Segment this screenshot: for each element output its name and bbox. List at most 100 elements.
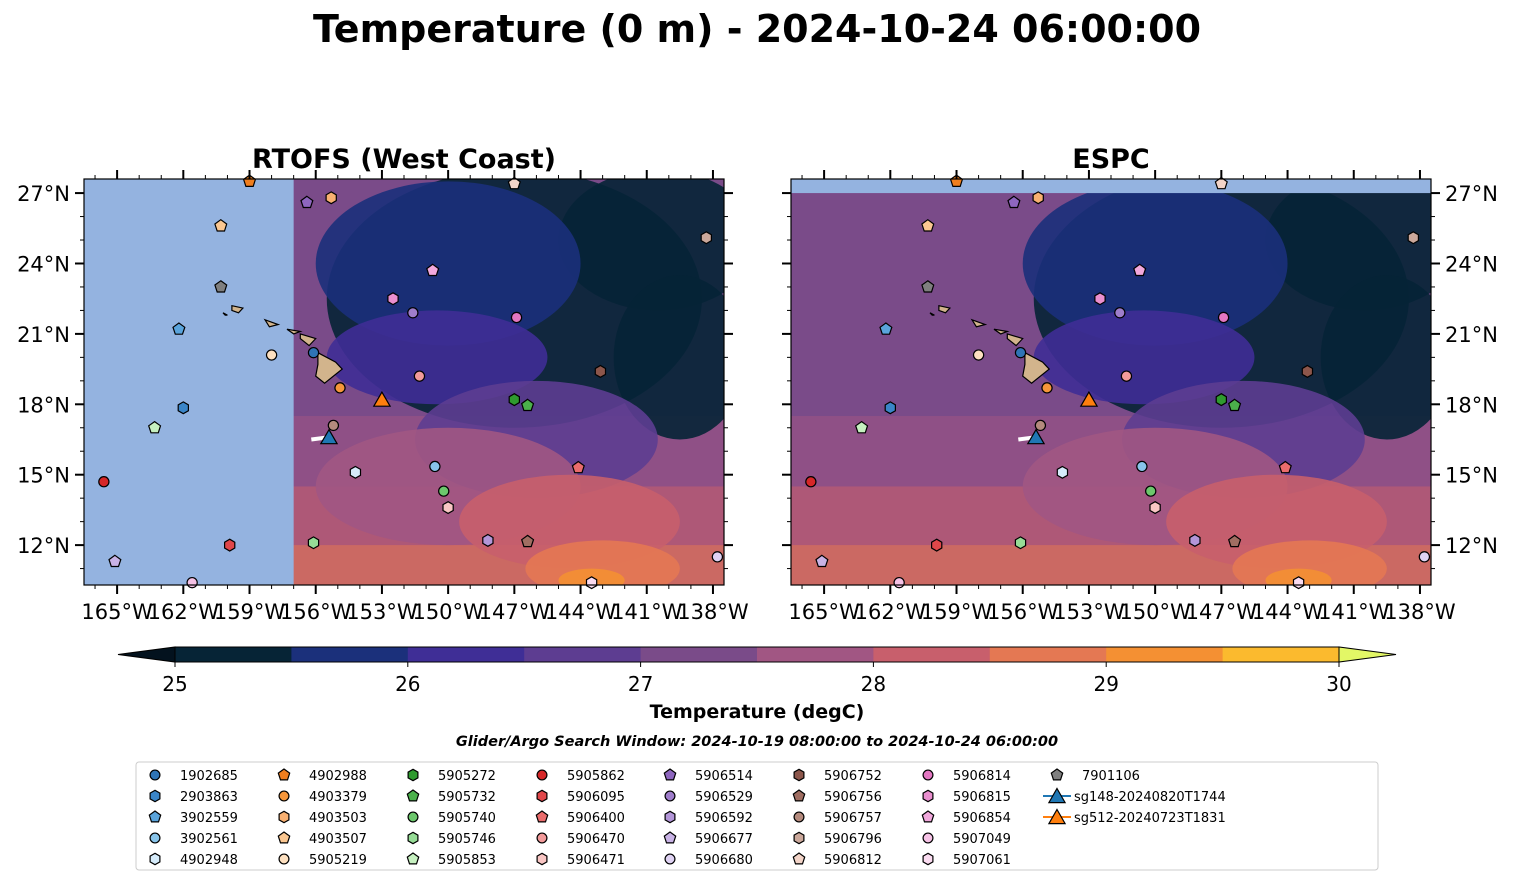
observation-5905732 [1227, 398, 1242, 412]
legend-marker-4903503 [278, 810, 290, 824]
observation-5906854 [1133, 263, 1147, 277]
lon-tick-label: 138°W [1384, 600, 1456, 624]
colorbar-tick-label: 28 [861, 672, 886, 696]
island [993, 328, 1010, 335]
panel-title-rtofs: RTOFS (West Coast) [252, 144, 556, 175]
observation-4903503 [1032, 191, 1044, 205]
legend-marker-5906812 [792, 852, 806, 865]
legend-label: 5906400 [567, 811, 625, 826]
observation-3902561 [429, 460, 441, 473]
legend-label: 5906814 [953, 769, 1011, 784]
island [970, 318, 988, 328]
lat-tick-label: 24°N [1445, 252, 1498, 276]
legend-marker-sg512-20240723T1831 [1047, 808, 1067, 825]
legend-label: 4902948 [180, 853, 238, 868]
legend-marker-5905746 [407, 831, 419, 845]
legend-label: 5905219 [309, 853, 367, 868]
observation-5905862 [98, 476, 110, 488]
observation-5906529 [407, 307, 419, 319]
lat-tick-label: 18°N [1445, 393, 1498, 417]
observation-4903507 [214, 218, 228, 232]
legend-marker-5906752 [793, 768, 805, 782]
lon-tick-label: 147°W [1186, 600, 1258, 624]
observation-5906752 [1301, 364, 1314, 378]
legend-label: 4902988 [309, 769, 367, 784]
lon-tick-label: 162°W [148, 600, 220, 624]
observation-5906095 [930, 538, 943, 552]
lat-tick-label: 18°N [17, 393, 70, 417]
observation-5906677 [108, 554, 122, 568]
colorbar-tick-label: 26 [395, 672, 420, 696]
colorbar-segment [291, 647, 409, 662]
observation-4903507 [921, 218, 935, 232]
observation-3902559 [172, 322, 186, 335]
legend-label: 5906471 [567, 853, 625, 868]
legend-marker-1902685 [149, 769, 161, 781]
legend-label: 5906815 [953, 790, 1011, 805]
observation-5906529 [1114, 307, 1126, 319]
colorbar-segment [175, 647, 292, 662]
observation-5906400 [1278, 460, 1292, 474]
legend-label: 5905746 [438, 832, 496, 847]
legend-label: 5905732 [438, 790, 496, 805]
island [299, 333, 317, 347]
observation-5906592 [482, 533, 494, 547]
observation-5905853 [854, 420, 869, 434]
observation-5906470 [1120, 370, 1133, 382]
legend-label: 4903507 [309, 832, 367, 847]
observation-markers [98, 174, 724, 590]
observation-markers [805, 174, 1431, 590]
lon-tick-label: 144°W [1252, 600, 1324, 624]
lat-tick-label: 27°N [17, 182, 70, 206]
field-contour-patch [1033, 310, 1255, 405]
lon-tick-label: 165°W [788, 600, 860, 624]
legend-label: 5905740 [438, 811, 496, 826]
lon-tick-label: 150°W [1119, 600, 1191, 624]
legend-marker-5905862 [536, 769, 548, 781]
map-panel-espc: 165°W162°W159°W156°W153°W150°W147°W144°W… [782, 170, 1498, 624]
axis-ticks: 165°W162°W159°W156°W153°W150°W147°W144°W… [17, 170, 749, 624]
legend-marker-5906814 [922, 769, 934, 781]
legend-label: 1902685 [180, 769, 238, 784]
observation-5906400 [571, 460, 585, 474]
legend-label: 5906592 [695, 811, 753, 826]
lat-tick-label: 21°N [17, 323, 70, 347]
colorbar-tick-label: 30 [1326, 672, 1351, 696]
island [263, 318, 281, 328]
legend-marker-2903863 [149, 789, 161, 803]
colorbar-over-extension [1338, 646, 1397, 663]
observation-5905853 [147, 420, 162, 434]
observation-sg512-20240723T1831 [1079, 390, 1099, 407]
lon-tick-label: 153°W [346, 600, 418, 624]
legend-marker-5906095 [536, 789, 548, 803]
legend-label: 5905862 [567, 769, 625, 784]
map-panel-rtofs: 165°W162°W159°W156°W153°W150°W147°W144°W… [17, 170, 749, 624]
legend-label: 3902559 [180, 811, 238, 826]
lon-tick-label: 141°W [1318, 600, 1390, 624]
land-hawaii [929, 304, 1051, 384]
temperature-field [84, 179, 724, 585]
observation-5906677 [815, 554, 829, 568]
observation-5906756 [1227, 534, 1242, 548]
axis-ticks: 165°W162°W159°W156°W153°W150°W147°W144°W… [782, 170, 1498, 624]
legend-label: 5906812 [824, 853, 882, 868]
colorbar-segment [407, 647, 525, 662]
lon-tick-label: 162°W [855, 600, 927, 624]
legend-marker-5906471 [536, 852, 548, 866]
legend-label: 5906752 [824, 769, 882, 784]
legend-label: 5907049 [953, 832, 1011, 847]
observation-5906752 [594, 364, 607, 378]
lon-tick-label: 144°W [545, 600, 617, 624]
legend-label: 5907061 [953, 853, 1011, 868]
colorbar-tick-label: 29 [1093, 672, 1118, 696]
legend-marker-5906796 [793, 831, 805, 845]
field-contour-patch [1022, 181, 1288, 346]
colorbar-tick-label: 27 [628, 672, 653, 696]
colorbar-under-extension [117, 646, 176, 663]
observation-5906814 [510, 311, 523, 324]
legend-label: 5906095 [567, 790, 625, 805]
observation-5906796 [1407, 231, 1420, 245]
lon-tick-label: 156°W [987, 600, 1059, 624]
legend-marker-4903379 [278, 790, 290, 802]
